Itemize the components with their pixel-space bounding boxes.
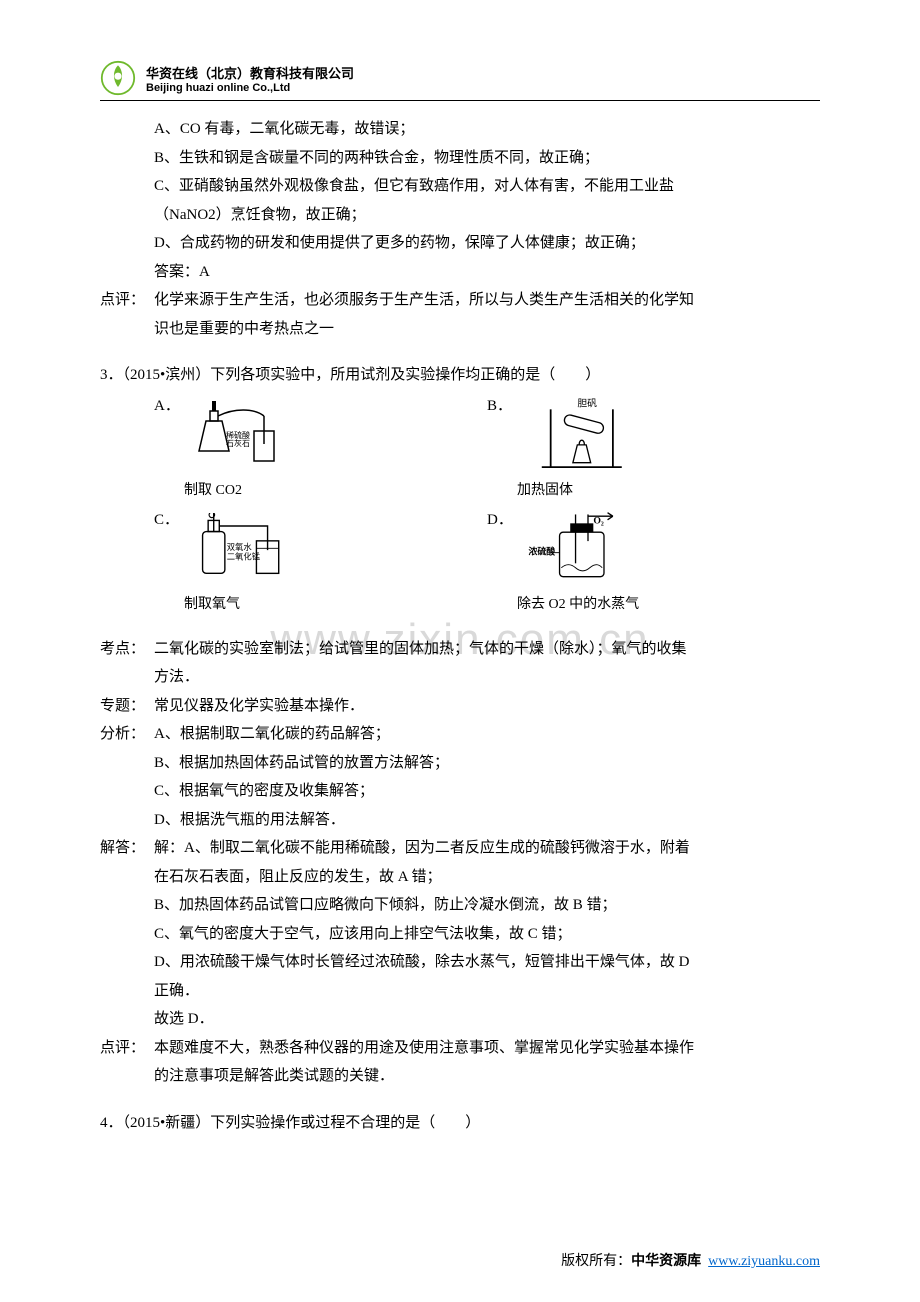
q3-option-c: C． 双氧水 二氧化锰 [154,510,487,619]
q3-stem: 3．（2015•滨州）下列各项实验中，所用试剂及实验操作均正确的是（ ） [100,361,820,390]
q2-option-c-line2: （NaNO2）烹饪食物，故正确； [100,201,820,230]
q3-jieda-choose: 故选 D． [100,1005,820,1034]
q2-option-c-line1: C、亚硝酸钠虽然外观极像食盐，但它有致癌作用，对人体有害，不能用工业盐 [100,172,820,201]
header-company-en: Beijing huazi online Co.,Ltd [146,82,354,94]
q3-fig-a-icon: 稀硫酸 石灰石 [184,396,314,476]
q3-dianping-label: 点评： [100,1034,154,1063]
q3-option-d: D． O₂ 浓硫酸 [487,510,820,619]
q3-opt-d-letter: D． [487,510,517,531]
q3-option-b: B． 胆矾 加热固体 [487,396,820,505]
q2-dianping-label: 点评： [100,286,154,315]
svg-text:O₂: O₂ [594,515,605,526]
footer-site-name: 中华资源库 [631,1254,701,1269]
q3-opt-a-caption: 制取 CO2 [184,478,242,505]
q2-answer: 答案：A [100,258,820,287]
q4-stem: 4．（2015•新疆）下列实验操作或过程不合理的是（ ） [100,1109,820,1138]
header-company-cn: 华资在线（北京）教育科技有限公司 [146,63,354,82]
footer-label: 版权所有： [561,1254,631,1269]
q3-kaodian-line1: 二氧化碳的实验室制法；给试管里的固体加热；气体的干燥（除水）；氧气的收集 [154,635,820,664]
q3-kaodian-label: 考点： [100,635,154,664]
q3-fenxi-d: D、根据洗气瓶的用法解答． [100,806,820,835]
q3-opt-c-caption: 制取氧气 [184,592,240,619]
q3-opt-a-letter: A． [154,396,184,417]
q3-fig-b-icon: 胆矾 [517,396,647,476]
q2-option-d: D、合成药物的研发和使用提供了更多的药物，保障了人体健康；故正确； [100,229,820,258]
svg-text:胆矾: 胆矾 [578,397,598,409]
q3-kaodian-line2: 方法． [100,663,820,692]
q3-jieda-a1: 解：A、制取二氧化碳不能用稀硫酸，因为二者反应生成的硫酸钙微溶于水，附着 [154,834,820,863]
q3-jieda-b: B、加热固体药品试管口应略微向下倾斜，防止冷凝水倒流，故 B 错； [100,891,820,920]
q3-opt-c-letter: C． [154,510,184,531]
svg-text:石灰石: 石灰石 [226,438,250,448]
q3-jieda-d2: 正确． [100,977,820,1006]
q3-dianping-line1: 本题难度不大，熟悉各种仪器的用途及使用注意事项、掌握常见化学实验基本操作 [154,1034,820,1063]
q3-zhuanti-body: 常见仪器及化学实验基本操作． [154,692,820,721]
q3-opt-d-caption: 除去 O2 中的水蒸气 [517,592,639,619]
q3-jieda-c: C、氧气的密度大于空气，应该用向上排空气法收集，故 C 错； [100,920,820,949]
svg-text:双氧水: 双氧水 [227,542,253,552]
q2-dianping-line1: 化学来源于生产生活，也必须服务于生产生活，所以与人类生产生活相关的化学知 [154,286,820,315]
q3-opt-b-letter: B． [487,396,517,417]
q3-fenxi-label: 分析： [100,720,154,749]
footer: 版权所有：中华资源库 www.ziyuanku.com [561,1250,820,1270]
q3-jieda-d1: D、用浓硫酸干燥气体时长管经过浓硫酸，除去水蒸气，短管排出干燥气体，故 D [100,948,820,977]
q2-option-b: B、生铁和钢是含碳量不同的两种铁合金，物理性质不同，故正确； [100,144,820,173]
logo-icon [100,60,136,96]
q2-option-a: A、CO 有毒，二氧化碳无毒，故错误； [100,115,820,144]
q3-jieda-label: 解答： [100,834,154,863]
footer-link[interactable]: www.ziyuanku.com [708,1254,820,1269]
q2-dianping-line2: 识也是重要的中考热点之一 [100,315,820,344]
q3-fenxi-b: B、根据加热固体药品试管的放置方法解答； [100,749,820,778]
q3-fig-c-icon: 双氧水 二氧化锰 [184,510,314,590]
q3-zhuanti-label: 专题： [100,692,154,721]
q3-option-a: A． 稀硫酸 石灰石 制取 C [154,396,487,505]
q3-dianping-line2: 的注意事项是解答此类试题的关键． [100,1062,820,1091]
q3-opt-b-caption: 加热固体 [517,478,573,505]
q3-fenxi-a: A、根据制取二氧化碳的药品解答； [154,720,820,749]
q3-options: A． 稀硫酸 石灰石 制取 C [100,396,820,625]
q3-fig-d-icon: O₂ 浓硫酸 [517,510,647,590]
svg-text:二氧化锰: 二氧化锰 [227,551,261,561]
page-header: 华资在线（北京）教育科技有限公司 Beijing huazi online Co… [100,60,820,101]
svg-text:浓硫酸: 浓硫酸 [529,546,556,557]
q3-fenxi-c: C、根据氧气的密度及收集解答； [100,777,820,806]
q3-jieda-a2: 在石灰石表面，阻止反应的发生，故 A 错； [100,863,820,892]
